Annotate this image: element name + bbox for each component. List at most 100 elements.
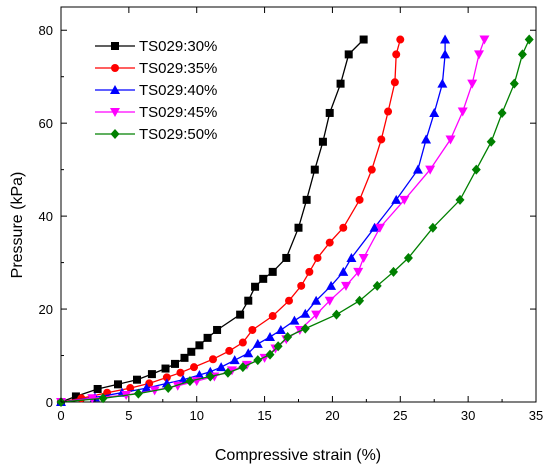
data-point [268,312,277,321]
legend-label: TS029:40% [139,82,217,99]
legend-marker [110,129,120,139]
y-tick-label: 80 [39,23,53,38]
data-point [367,165,376,174]
data-point [339,223,348,232]
data-point [486,136,496,147]
x-tick-label: 5 [125,408,132,423]
legend-item-3: TS029:40% [95,82,217,99]
data-point [372,280,382,291]
data-point [390,78,399,87]
data-point [412,164,423,174]
data-point [163,383,173,394]
legend-label: TS029:45% [139,104,217,121]
data-point [437,78,448,88]
data-point [445,135,456,145]
legend-marker [110,85,120,94]
data-point [213,325,222,334]
data-point [384,107,393,116]
legend-item-4: TS029:45% [95,104,217,121]
legend-label: TS029:35% [139,60,217,77]
x-tick-label: 25 [393,408,407,423]
data-point [294,223,303,232]
data-point [310,165,319,174]
data-point [161,364,170,373]
data-point [346,252,357,262]
data-point [282,253,291,262]
data-point [359,35,368,44]
data-point [195,341,204,350]
data-point [236,310,245,319]
data-point [455,194,465,205]
data-point [524,34,534,45]
data-point [341,281,351,291]
data-point [318,137,327,146]
data-point [440,34,451,44]
data-point [209,355,217,364]
data-point [325,108,334,117]
data-point [187,347,196,356]
data-point [440,49,451,59]
data-point [223,367,233,378]
data-point [268,267,277,276]
data-point [180,353,189,362]
legend-label: TS029:30% [139,38,217,55]
y-axis-label: Pressure (kPa) [9,172,26,279]
data-point [355,295,365,306]
data-point [243,348,254,358]
data-point [93,384,102,393]
data-point [238,338,247,347]
data-point [396,35,405,44]
data-point [311,295,322,305]
data-point [471,164,481,175]
data-point [225,346,234,355]
data-point [336,79,345,88]
data-point [238,362,248,373]
x-tick-label: 15 [257,408,271,423]
data-point [98,393,108,404]
data-point [324,296,335,306]
legend-label: TS029:50% [139,126,217,143]
data-point [252,338,263,348]
data-point [377,135,386,144]
series-5 [56,34,534,407]
data-point [353,267,364,277]
legend-marker [111,64,119,72]
data-point [147,370,156,379]
data-point [300,308,311,318]
series-line [60,39,530,403]
plot-frame [60,6,537,403]
data-point [355,195,364,204]
data-point [311,310,322,320]
data-point [273,341,283,352]
y-tick-label: 20 [39,302,53,317]
data-point [332,309,341,320]
data-point [425,165,436,175]
legend-marker [111,42,119,50]
series-2 [57,35,405,406]
data-point [126,384,135,393]
data-point [253,355,263,366]
x-tick-label: 30 [461,408,475,423]
y-tick-label: 0 [46,395,53,410]
data-point [178,374,189,384]
data-point [497,107,507,118]
y-tick-label: 40 [39,209,53,224]
data-point [141,383,152,393]
series-1 [57,35,368,406]
data-point [302,195,311,204]
data-point [203,333,212,342]
data-point [133,388,143,399]
data-point [467,79,478,89]
x-tick-label: 0 [57,408,64,423]
data-point [358,253,369,263]
data-point [133,375,141,384]
data-point [429,107,440,117]
x-tick-label: 20 [325,408,339,423]
data-point [114,380,122,389]
data-point [216,362,227,372]
x-tick-label: 35 [529,408,543,423]
data-point [285,296,293,305]
data-point [403,252,413,263]
